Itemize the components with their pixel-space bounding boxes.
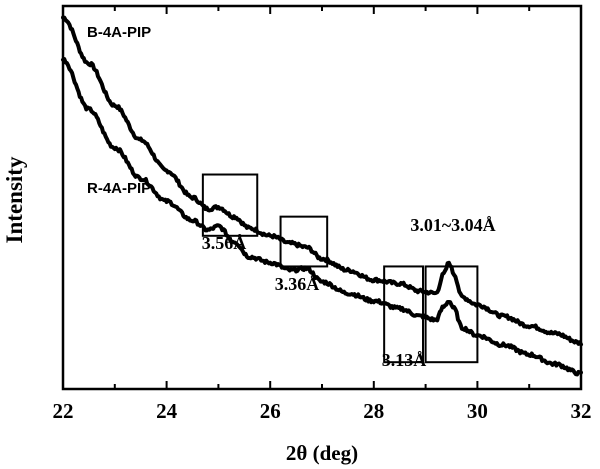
plot-frame: [61, 4, 583, 391]
series-line-2: [61, 57, 583, 377]
annotation-label-2: 3.36Å: [275, 274, 320, 294]
x-tick-label: 22: [53, 399, 74, 423]
annotation-box-1: [201, 173, 259, 237]
annotation-box-3: [383, 265, 425, 364]
y-axis-label: Intensity: [2, 156, 27, 243]
x-tick-label: 32: [571, 399, 592, 423]
x-axis-label: 2θ (deg): [286, 441, 358, 465]
x-tick-label: 26: [260, 399, 281, 423]
annotation-box-2: [279, 215, 329, 268]
series-layer: [61, 15, 583, 377]
annotation-label-4: 3.01~3.04Å: [410, 215, 495, 235]
x-tick-label: 24: [156, 399, 178, 423]
annotation-boxes: [201, 173, 479, 364]
annotation-label-1: 3.56Å: [202, 233, 247, 253]
chart-text: 22 24 26 28 30 32 B-4A-PIP R-4A-PIP 3.56Å 3.36Å 3.…: [53, 24, 592, 423]
annotation-label-3: 3.13Å: [382, 350, 427, 370]
annotation-box-4: [424, 265, 479, 364]
series-label-1: B-4A-PIP: [87, 24, 151, 41]
series-label-2: R-4A-PIP: [87, 180, 151, 197]
series-line-1: [61, 15, 583, 347]
x-axis-ticks: [62, 6, 582, 389]
x-tick-label: 28: [363, 399, 384, 423]
x-tick-label: 30: [467, 399, 488, 423]
